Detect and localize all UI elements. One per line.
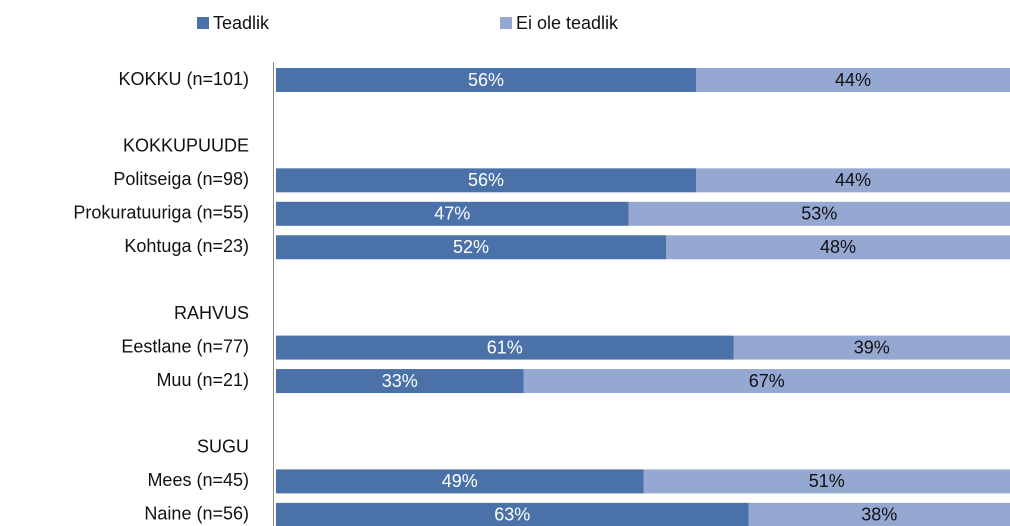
data-label: 51%	[809, 471, 845, 491]
bar-segment	[628, 201, 1010, 226]
data-label: 53%	[801, 204, 837, 224]
bar-segment	[276, 235, 666, 260]
bar-segment	[666, 235, 1010, 260]
bar-segment	[696, 68, 1010, 92]
data-label: 44%	[835, 170, 871, 190]
data-label: 56%	[468, 70, 504, 90]
legend-swatch	[197, 17, 209, 29]
data-label: 39%	[854, 337, 890, 357]
bar-segment	[696, 168, 1010, 193]
bar-segment	[748, 502, 1010, 526]
category-label: KOKKUPUUDE	[123, 136, 249, 156]
bar-segment	[276, 369, 524, 394]
category-label: SUGU	[197, 437, 249, 457]
category-label: Eestlane (n=77)	[121, 336, 249, 356]
data-label: 38%	[861, 505, 897, 525]
data-label: 44%	[835, 70, 871, 90]
legend-label: Teadlik	[213, 13, 270, 33]
data-label: 47%	[434, 204, 470, 224]
bar-segment	[523, 369, 1010, 394]
data-label: 61%	[487, 337, 523, 357]
data-label: 33%	[382, 371, 418, 391]
category-label: Naine (n=56)	[144, 504, 249, 524]
data-label: 67%	[749, 371, 785, 391]
legend-label: Ei ole teadlik	[516, 13, 619, 33]
data-label: 48%	[820, 237, 856, 257]
category-label: RAHVUS	[174, 303, 249, 323]
category-label: Muu (n=21)	[156, 370, 249, 390]
bar-segment	[276, 68, 696, 92]
bar-segment	[276, 201, 629, 226]
bar-segment	[276, 469, 644, 494]
data-label: 52%	[453, 237, 489, 257]
data-label: 63%	[494, 505, 530, 525]
category-label: KOKKU (n=101)	[118, 69, 249, 89]
bar-segment	[276, 502, 749, 526]
bar-segment	[276, 335, 734, 360]
data-label: 56%	[468, 170, 504, 190]
bar-segment	[276, 168, 696, 193]
category-label: Mees (n=45)	[147, 470, 249, 490]
bar-segment	[733, 335, 1010, 360]
legend-swatch	[500, 17, 512, 29]
data-label: 49%	[442, 471, 478, 491]
category-label: Prokuratuuriga (n=55)	[73, 203, 249, 223]
bar-segment	[643, 469, 1010, 494]
category-label: Kohtuga (n=23)	[124, 236, 249, 256]
category-label: Politseiga (n=98)	[113, 169, 249, 189]
